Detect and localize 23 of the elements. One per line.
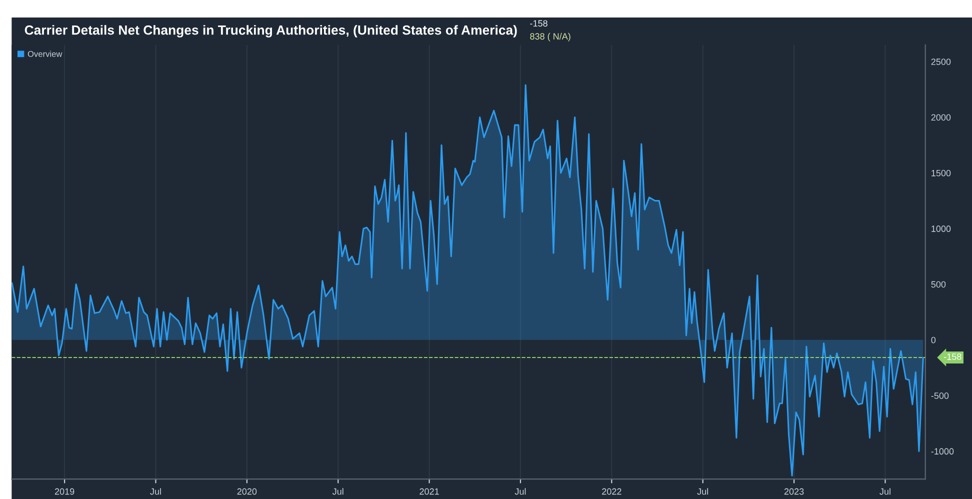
text: -158 — [530, 20, 548, 27]
ref-line-label: -158 — [944, 354, 962, 360]
x-tick-label: 2023 — [784, 488, 804, 495]
y-tick-label: 1000 — [932, 226, 951, 232]
y-tick-label: -1000 — [931, 448, 954, 455]
x-tick-label: Jul — [332, 488, 344, 495]
y-tick-label: 1500 — [932, 170, 951, 176]
y-tick-label: 2500 — [931, 58, 951, 65]
legend-label: Overview — [28, 50, 62, 57]
x-tick-label: 2021 — [420, 488, 439, 495]
y-tick-label: 500 — [931, 281, 946, 288]
x-tick-label: Jul — [150, 488, 161, 495]
x-tick-label: 2020 — [237, 488, 257, 495]
chart-title: Carrier Details Net Changes in Trucking Authorities, (United States of America) — [24, 25, 517, 38]
y-tick-label: 0 — [931, 336, 936, 344]
x-tick-label: Jul — [880, 488, 890, 495]
x-tick-label: Jul — [514, 488, 526, 495]
y-tick-label: 2000 — [931, 114, 951, 121]
x-tick-label: 2022 — [602, 488, 622, 495]
text: 838 ( N/A) — [530, 32, 570, 42]
y-tick-label: -500 — [931, 392, 949, 399]
x-tick-label: Jul — [697, 488, 708, 495]
x-tick-label: 2019 — [54, 488, 74, 495]
